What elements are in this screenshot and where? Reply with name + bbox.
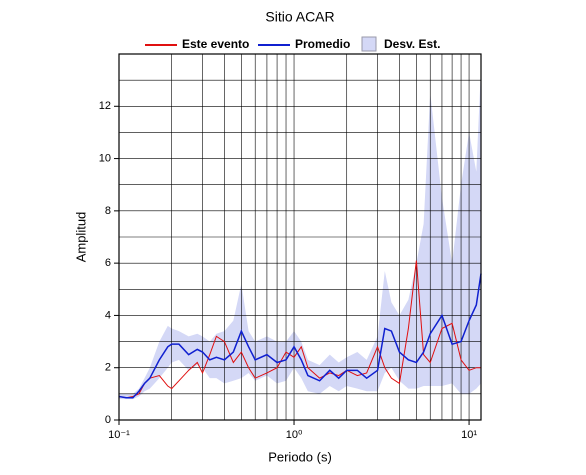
x-tick-label: 10¹ — [461, 429, 477, 441]
legend-label: Promedio — [295, 37, 350, 51]
y-tick-label: 6 — [105, 257, 111, 269]
y-tick-label: 0 — [105, 414, 111, 426]
legend-label: Este evento — [182, 37, 249, 51]
x-tick-label: 10⁰ — [286, 429, 303, 441]
y-axis-label: Amplitud — [73, 212, 88, 263]
chart-title: Sitio ACAR — [265, 9, 334, 25]
y-tick-label: 2 — [105, 362, 111, 374]
y-tick-label: 10 — [99, 152, 111, 164]
plot-frame — [118, 53, 482, 421]
legend-swatch — [361, 36, 377, 52]
y-tick-label: 8 — [105, 205, 111, 217]
x-axis-label: Periodo (s) — [268, 449, 332, 464]
y-tick-label: 4 — [105, 309, 111, 321]
x-tick-label: 10⁻¹ — [108, 429, 130, 441]
y-tick-label: 12 — [99, 100, 111, 112]
std-band — [119, 67, 481, 400]
series-line — [118, 273, 482, 399]
legend-label: Desv. Est. — [384, 37, 440, 51]
